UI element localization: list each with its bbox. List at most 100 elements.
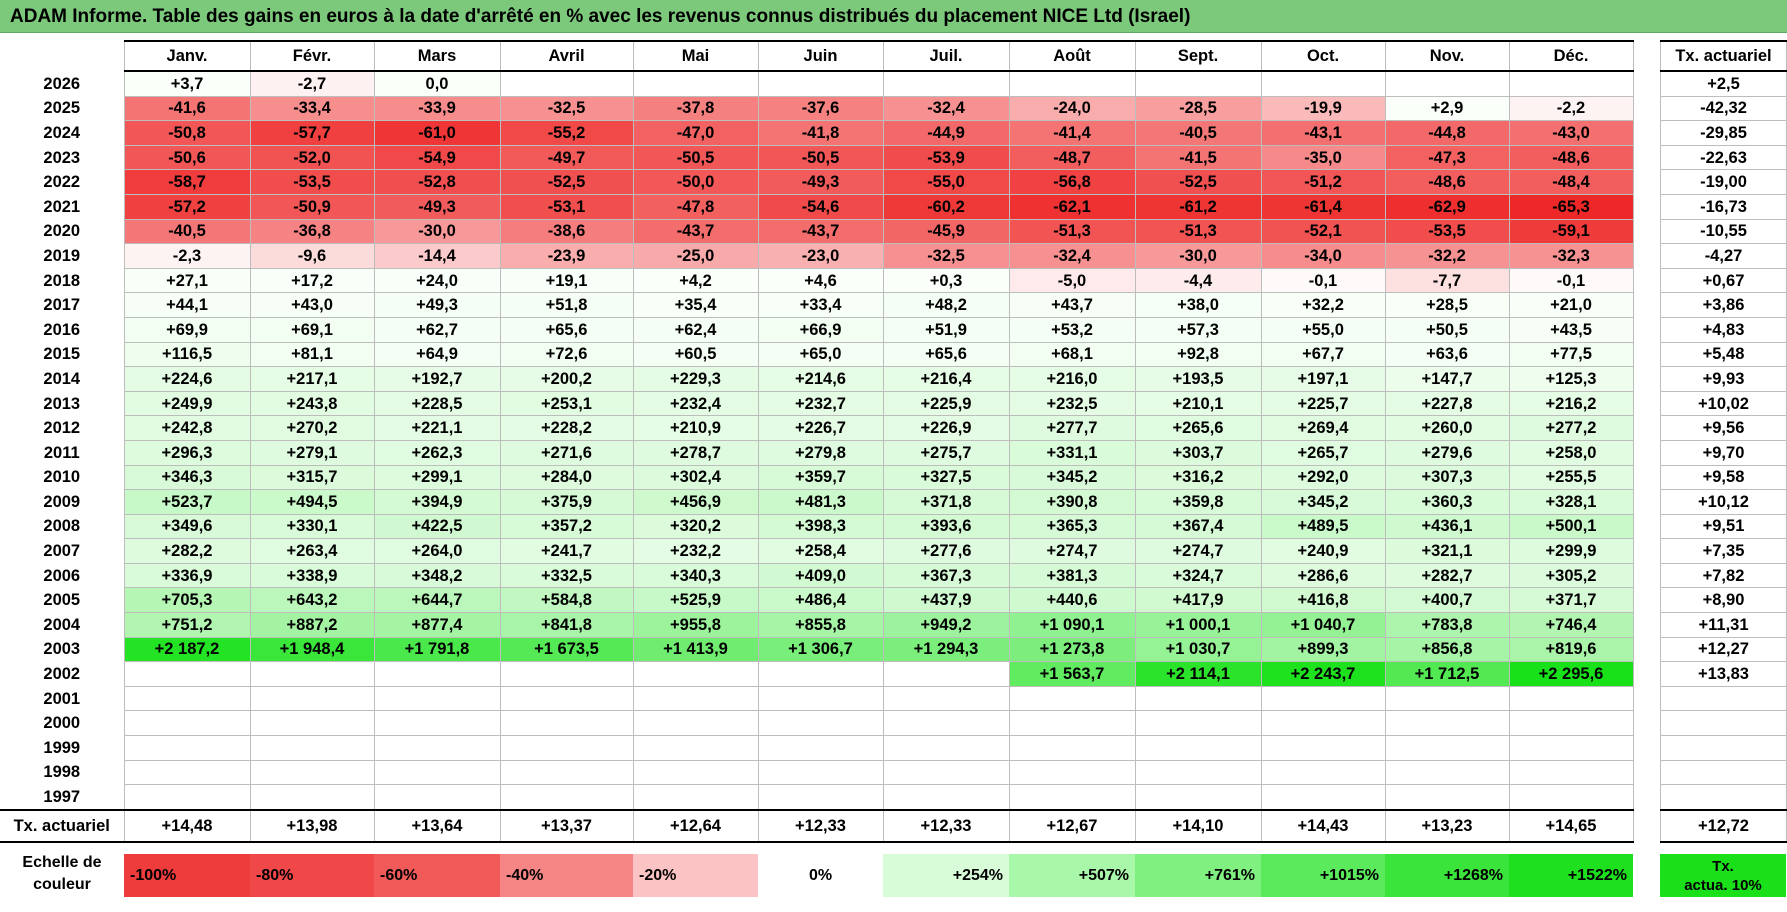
gain-cell: +224,6 xyxy=(123,366,251,392)
gain-cell xyxy=(757,685,884,712)
gain-cell xyxy=(1508,685,1634,712)
gain-cell: -50,5 xyxy=(757,144,884,171)
gain-cell: -24,0 xyxy=(1008,95,1136,122)
gain-cell: +340,3 xyxy=(632,562,759,589)
gain-cell xyxy=(499,70,634,97)
gain-cell: -50,5 xyxy=(632,144,759,171)
gain-cell: -2,7 xyxy=(249,70,375,97)
gain-cell: +292,0 xyxy=(1260,464,1386,491)
rate-cell: +4,83 xyxy=(1660,316,1787,343)
gain-cell: -28,5 xyxy=(1134,95,1262,122)
gain-cell: +525,9 xyxy=(632,587,759,614)
color-scale-legend: Echelle de couleur -100% -80% -60% -40% -20%… xyxy=(0,852,1787,898)
gain-cell xyxy=(373,735,501,761)
gain-cell: +49,3 xyxy=(373,292,501,318)
year-label: 2001 xyxy=(43,689,81,708)
gain-cell: -50,8 xyxy=(123,120,251,146)
gain-cell: +228,5 xyxy=(373,390,501,417)
rate-cell: -29,85 xyxy=(1660,120,1787,146)
gain-cell xyxy=(1134,710,1262,737)
gain-cell: +302,4 xyxy=(632,464,759,491)
gain-cell: +1 273,8 xyxy=(1008,636,1136,663)
gain-cell: -57,2 xyxy=(123,193,251,220)
table-row: 2005 +705,3 +643,2 +644,7 +584,8 +525,9 +486,4… xyxy=(0,587,1634,614)
gain-cell xyxy=(123,710,251,737)
table-row: 2018 +27,1 +17,2 +24,0 +19,1 +4,2 +4,6 +0,3 -5,0… xyxy=(0,267,1634,294)
gain-cell xyxy=(1384,735,1510,761)
gain-cell xyxy=(1260,710,1386,737)
gain-cell: +255,5 xyxy=(1508,464,1634,491)
rate-table: Tx. actuariel +2,5 -42,32 -29,85 -22,63 -19,… xyxy=(1660,40,1787,843)
gain-cell xyxy=(123,735,251,761)
gain-cell: -52,0 xyxy=(249,144,375,171)
rate-cell: -22,63 xyxy=(1660,144,1787,171)
gain-cell: +200,2 xyxy=(499,366,634,392)
gain-cell: -45,9 xyxy=(882,218,1010,245)
gain-cell: -34,0 xyxy=(1260,243,1386,269)
gain-cell xyxy=(499,661,634,687)
gain-cell: +643,2 xyxy=(249,587,375,614)
rate-cell: +12,27 xyxy=(1660,636,1787,663)
gain-cell xyxy=(757,661,884,687)
gain-cell: -37,6 xyxy=(757,95,884,122)
gain-cell: +28,5 xyxy=(1384,292,1510,318)
gain-cell xyxy=(123,759,251,786)
gain-cell: +327,5 xyxy=(882,464,1010,491)
gain-cell: +345,2 xyxy=(1008,464,1136,491)
table-row: 2024 -50,8 -57,7 -61,0 -55,2 -47,0 -41,8 -44,9-… xyxy=(0,120,1634,146)
gain-cell: +4,2 xyxy=(632,267,759,294)
gain-cell: +24,0 xyxy=(373,267,501,294)
gain-cell: +299,1 xyxy=(373,464,501,491)
gain-cell xyxy=(757,70,884,97)
gain-cell: +232,7 xyxy=(757,390,884,417)
gain-cell: +367,3 xyxy=(882,562,1010,589)
gain-cell: -32,5 xyxy=(499,95,634,122)
gain-cell: +1 673,5 xyxy=(499,636,634,663)
gain-cell: +81,1 xyxy=(249,341,375,368)
gain-cell xyxy=(1260,735,1386,761)
gain-cell: +217,1 xyxy=(249,366,375,392)
gain-cell: +336,9 xyxy=(123,562,251,589)
gain-cell: -41,4 xyxy=(1008,120,1136,146)
month-header: Mai xyxy=(632,40,759,72)
gain-cell xyxy=(1384,710,1510,737)
gain-cell xyxy=(632,784,759,811)
gain-cell: +400,7 xyxy=(1384,587,1510,614)
month-header: Juil. xyxy=(882,40,1010,72)
year-label: 2010 xyxy=(43,468,81,487)
gain-cell xyxy=(882,661,1010,687)
gain-cell: +332,5 xyxy=(499,562,634,589)
gain-cell: +51,9 xyxy=(882,316,1010,343)
table-row: 2014 +224,6 +217,1 +192,7 +200,2 +229,3 +214,6… xyxy=(0,366,1634,392)
gain-cell: -51,2 xyxy=(1260,169,1386,195)
gain-cell xyxy=(1134,759,1262,786)
gain-cell: +33,4 xyxy=(757,292,884,318)
color-swatch: -80% xyxy=(250,854,374,897)
gain-cell: +409,0 xyxy=(757,562,884,589)
gain-cell: -33,9 xyxy=(373,95,501,122)
gain-cell: +270,2 xyxy=(249,415,375,441)
gain-cell: +243,8 xyxy=(249,390,375,417)
gain-cell: +69,9 xyxy=(123,316,251,343)
gain-cell xyxy=(1384,784,1510,811)
gain-cell: +2,9 xyxy=(1384,95,1510,122)
table-row: 2003 +2 187,2 +1 948,4 +1 791,8 +1 673,5 +1 4… xyxy=(0,636,1634,663)
corner-cell xyxy=(0,41,124,71)
gain-cell: +265,7 xyxy=(1260,439,1386,466)
gain-cell: -50,6 xyxy=(123,144,251,171)
gain-cell: +253,1 xyxy=(499,390,634,417)
table-row: 2025 -41,6 -33,4 -33,9 -32,5 -37,8 -37,6 -32,4-… xyxy=(0,95,1634,122)
gain-cell xyxy=(123,685,251,712)
rate-cell: +9,58 xyxy=(1660,464,1787,491)
annual-rate-cell: +14,43 xyxy=(1260,808,1386,843)
table-row: 2012 +242,8 +270,2 +221,1 +228,2 +210,9 +226,7… xyxy=(0,415,1634,441)
gain-cell: +1 000,1 xyxy=(1134,612,1262,638)
gain-cell: -0,1 xyxy=(1508,267,1634,294)
gain-cell: +21,0 xyxy=(1508,292,1634,318)
gain-cell: +67,7 xyxy=(1260,341,1386,368)
gain-cell: +367,4 xyxy=(1134,513,1262,540)
gain-cell: +348,2 xyxy=(373,562,501,589)
year-label: 2009 xyxy=(43,492,81,511)
gain-cell: +55,0 xyxy=(1260,316,1386,343)
gain-cell: +226,9 xyxy=(882,415,1010,441)
